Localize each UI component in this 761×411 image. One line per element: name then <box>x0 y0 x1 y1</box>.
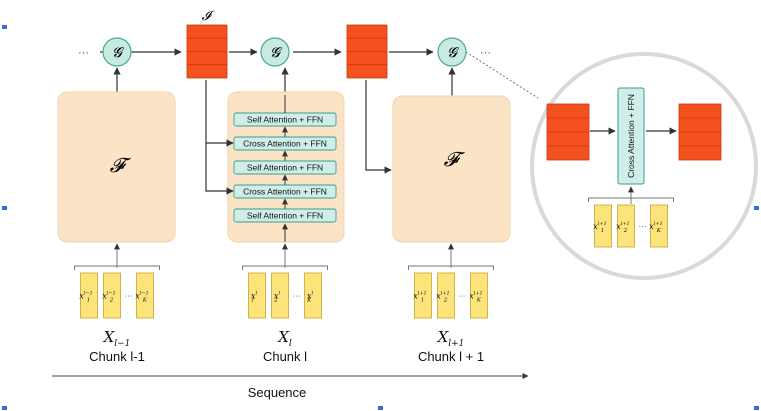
token-ellipsis: ··· <box>639 222 647 231</box>
token-label: xl+1 2 <box>616 221 630 234</box>
chunk-x-symbol: Xl−1 <box>103 328 131 349</box>
memory-stack-zoom-in <box>546 103 590 161</box>
token <box>80 272 98 319</box>
memory2-to-f3-arrow <box>365 80 392 174</box>
self-attention-layer <box>233 208 337 223</box>
zoom-cross-attention-label: Cross Attention + FFN <box>626 94 636 178</box>
left-ellipsis: ··· <box>78 47 89 59</box>
token <box>650 204 668 248</box>
memory-slot <box>678 131 722 147</box>
chunk-name: Chunk l <box>263 349 307 364</box>
token-label: xl 1 <box>251 291 258 304</box>
token-group: xl+1 1 xl+1 2 ··· xl+1 K <box>408 265 494 319</box>
g-symbol: 𝓖 <box>270 45 282 61</box>
layer-label: Self Attention + FFN <box>247 115 323 125</box>
memory-slot <box>346 37 388 52</box>
memory-slot <box>678 103 722 119</box>
token-label: xl−1 1 <box>79 291 93 304</box>
token-bracket <box>588 197 674 202</box>
transformer-layers: Self Attention + FFN Cross Attention + FF… <box>233 95 337 242</box>
layer-label: Self Attention + FFN <box>247 163 323 173</box>
g-symbol: 𝓖 <box>447 45 459 61</box>
memory-label: 𝓘 <box>202 9 215 24</box>
self-attention-layer <box>233 160 337 175</box>
token <box>617 204 635 248</box>
token-ellipsis: ··· <box>125 292 133 301</box>
token <box>136 272 154 319</box>
g-circle-3: 𝓖 <box>437 37 467 67</box>
memory-slot <box>346 24 388 39</box>
token <box>414 272 432 319</box>
memory-slot <box>346 64 388 79</box>
token-label: xl+1 1 <box>593 221 607 234</box>
chunk-name: Chunk l + 1 <box>418 349 484 364</box>
selection-handle[interactable] <box>378 406 383 410</box>
memory-slot <box>678 145 722 161</box>
token <box>594 204 612 248</box>
memory-slot <box>346 51 388 66</box>
selection-handle[interactable] <box>2 406 7 410</box>
sequence-label: Sequence <box>248 385 307 400</box>
token <box>304 272 322 319</box>
selection-handle[interactable] <box>754 206 759 210</box>
token-label: xl 2 <box>273 291 280 304</box>
token <box>248 272 266 319</box>
token-group: xl−1 1 xl−1 2 ··· xl−1 K <box>74 265 160 319</box>
layer-label: Self Attention + FFN <box>247 211 323 221</box>
memory-slot <box>186 37 228 52</box>
token-ellipsis: ··· <box>459 292 467 301</box>
g-circle-1: 𝓖 <box>102 37 132 67</box>
token-label: xl+1 2 <box>436 291 450 304</box>
token <box>103 272 121 319</box>
chunk-x-symbol: Xl+1 <box>437 328 465 349</box>
token-label: xl−1 K <box>135 291 149 304</box>
chunk-name: Chunk l-1 <box>89 349 145 364</box>
token-label: xl+1 1 <box>413 291 427 304</box>
token-ellipsis: ··· <box>293 292 301 301</box>
memory-slot <box>546 145 590 161</box>
token-label: xl+1 K <box>469 291 483 304</box>
token <box>437 272 455 319</box>
memory-slot <box>186 64 228 79</box>
top-flow: ··· ··· <box>78 47 491 59</box>
selection-handle[interactable] <box>2 25 7 29</box>
token-label: xl K <box>306 291 313 304</box>
token <box>470 272 488 319</box>
selection-handle[interactable] <box>754 406 759 410</box>
module-f-chunk-l-plus-1: 𝓕 <box>392 95 511 243</box>
memory-slot <box>546 131 590 147</box>
memory-slot <box>678 117 722 133</box>
zoom-dotted-connector <box>465 51 539 99</box>
module-f-chunk-l-minus-1: 𝓕 <box>57 91 176 243</box>
memory-stack-2 <box>346 24 388 79</box>
memory-slot <box>546 103 590 119</box>
token-group: xl+1 1 xl+1 2 ··· xl+1 K <box>588 197 674 248</box>
layer-label: Cross Attention + FFN <box>243 139 327 149</box>
cross-attention-layer <box>233 136 337 151</box>
cross-attention-layer <box>233 184 337 199</box>
layer-label: Cross Attention + FFN <box>243 187 327 197</box>
memory-stack-1 <box>186 24 228 79</box>
selection-handle[interactable] <box>2 206 7 210</box>
memory-stack-zoom-out <box>678 103 722 161</box>
memory-slot <box>546 117 590 133</box>
token-group: xl 1 xl 2 ··· xl K <box>242 265 328 319</box>
chunk-x-symbol: Xl <box>277 328 292 349</box>
zoom-cross-attention-block: Cross Attention + FFN <box>617 87 645 185</box>
memory-to-cross-attention-arrows <box>205 80 234 195</box>
memory-slot <box>186 51 228 66</box>
memory-slot <box>186 24 228 39</box>
g-circle-2: 𝓖 <box>260 37 290 67</box>
g-symbol: 𝓖 <box>112 45 124 61</box>
token-label: xl+1 K <box>649 221 663 234</box>
token <box>271 272 289 319</box>
token-label: xl−1 2 <box>102 291 116 304</box>
zoom-token-group: xl+1 1 xl+1 2 ··· xl+1 K <box>588 197 674 248</box>
right-ellipsis: ··· <box>480 47 491 59</box>
